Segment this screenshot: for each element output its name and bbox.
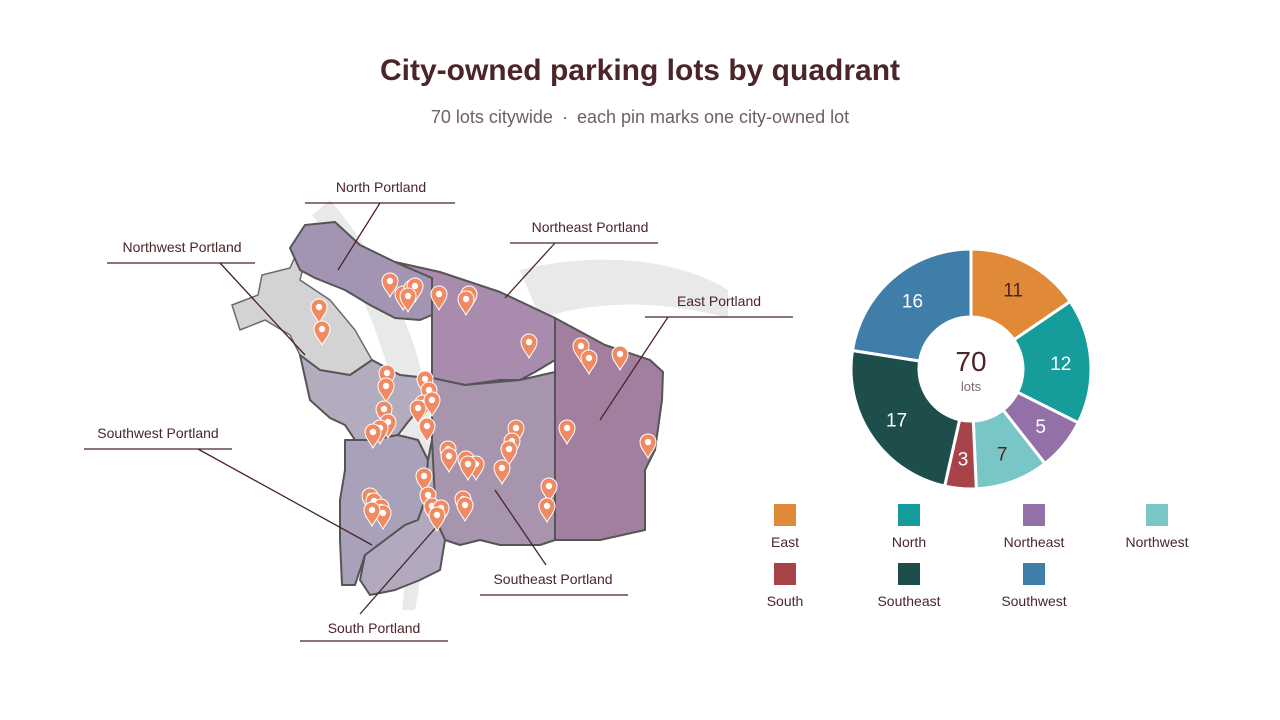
subtitle-count: 70 lots citywide [430, 107, 553, 127]
map-pin-icon [399, 287, 417, 314]
map-pin-icon [409, 399, 427, 426]
portland-quadrant-map: North Portland Northeast Portland Northw… [84, 179, 793, 642]
legend-item-southwest: Southwest [974, 563, 1094, 613]
legend-swatch [774, 563, 796, 585]
map-pin-icon [418, 417, 436, 444]
subtitle-separator: · [561, 107, 568, 127]
map-pin-icon [580, 349, 598, 376]
leader-north-pointer [337, 202, 381, 271]
subtitle-note: each pin marks one city-owned lot [576, 107, 850, 127]
map-pin-icon [507, 419, 525, 446]
map-pin-icon [428, 506, 446, 533]
leader-east-pointer [599, 316, 669, 421]
legend-item-northeast: Northeast [974, 504, 1094, 554]
map-label-northeast: Northeast Portland [532, 219, 649, 235]
legend-label: East [770, 534, 799, 550]
map-label-northwest: Northwest Portland [122, 239, 241, 255]
map-pin-icon [310, 298, 328, 325]
map-pin-icon [459, 455, 477, 482]
map-pin-icon [381, 272, 399, 299]
map-pin-icon [313, 320, 331, 347]
legend-swatch [774, 504, 796, 526]
donut-center-label: lots [961, 379, 982, 394]
donut-value-label-south: 3 [958, 450, 969, 471]
leader-southwest-pointer [197, 448, 373, 546]
legend-item-north: North [849, 504, 969, 554]
donut-value-label-north: 12 [1050, 354, 1071, 375]
donut-value-label-northeast: 5 [1035, 417, 1046, 438]
map-labels: North Portland Northeast Portland Northw… [97, 179, 761, 636]
legend-label: Southeast [877, 593, 941, 609]
map-pin-icon [500, 440, 518, 467]
map-pin-icon [423, 391, 441, 418]
map-label-east: East Portland [677, 293, 761, 309]
map-pin-icon [538, 497, 556, 524]
leader-south-pointer [359, 524, 439, 615]
legend-swatch [898, 504, 920, 526]
map-pin-icon [520, 333, 538, 360]
parking-lot-pins [310, 272, 657, 533]
map-label-south: South Portland [328, 620, 421, 636]
chart-title: City-owned parking lots by quadrant [379, 54, 901, 87]
donut-center-value: 70 [955, 346, 986, 377]
legend-item-east: East [725, 504, 845, 554]
donut-value-label-southeast: 17 [886, 411, 907, 432]
legend-label: Northeast [1003, 534, 1065, 550]
legend-label: North [891, 534, 927, 550]
map-pin-icon [611, 345, 629, 372]
map-pin-icon [377, 377, 395, 404]
legend-item-northwest: Northwest [1097, 504, 1217, 554]
donut-hole [919, 317, 1023, 421]
map-pin-icon [493, 459, 511, 486]
map-pin-icon [415, 467, 433, 494]
map-label-leaders [84, 202, 793, 642]
map-pin-icon [375, 400, 393, 427]
map-pin-icon [440, 447, 458, 474]
map-pin-icon [456, 496, 474, 523]
map-pin-icon [540, 477, 558, 504]
legend-label: South [766, 593, 804, 609]
map-label-southeast: Southeast Portland [493, 571, 612, 587]
donut-value-label-northwest: 7 [997, 444, 1008, 465]
legend-label: Northwest [1125, 534, 1189, 550]
legend-item-south: South [725, 563, 845, 613]
legend-swatch [1023, 563, 1045, 585]
donut-value-label-southwest: 16 [902, 292, 923, 313]
map-pin-icon [639, 433, 657, 460]
map-pin-icon [457, 290, 475, 317]
donut-value-label-east: 11 [1003, 280, 1023, 301]
chart-subtitle: 70 lots citywide · each pin marks one city… [0, 107, 1280, 128]
map-label-north: North Portland [336, 179, 426, 195]
map-pin-icon [363, 501, 381, 528]
legend-swatch [1146, 504, 1168, 526]
map-label-southwest: Southwest Portland [97, 425, 218, 441]
map-pin-icon [430, 285, 448, 312]
legend-swatch [1023, 504, 1045, 526]
donut-slices [849, 247, 1093, 491]
legend-item-southeast: Southeast [849, 563, 969, 613]
map-pin-icon [364, 423, 382, 450]
map-pin-icon [558, 419, 576, 446]
legend-label: Southwest [1001, 593, 1067, 609]
leader-southeast-pointer [494, 489, 547, 566]
leader-northwest-pointer [219, 262, 306, 356]
leader-northeast-pointer [504, 242, 556, 299]
legend-swatch [898, 563, 920, 585]
